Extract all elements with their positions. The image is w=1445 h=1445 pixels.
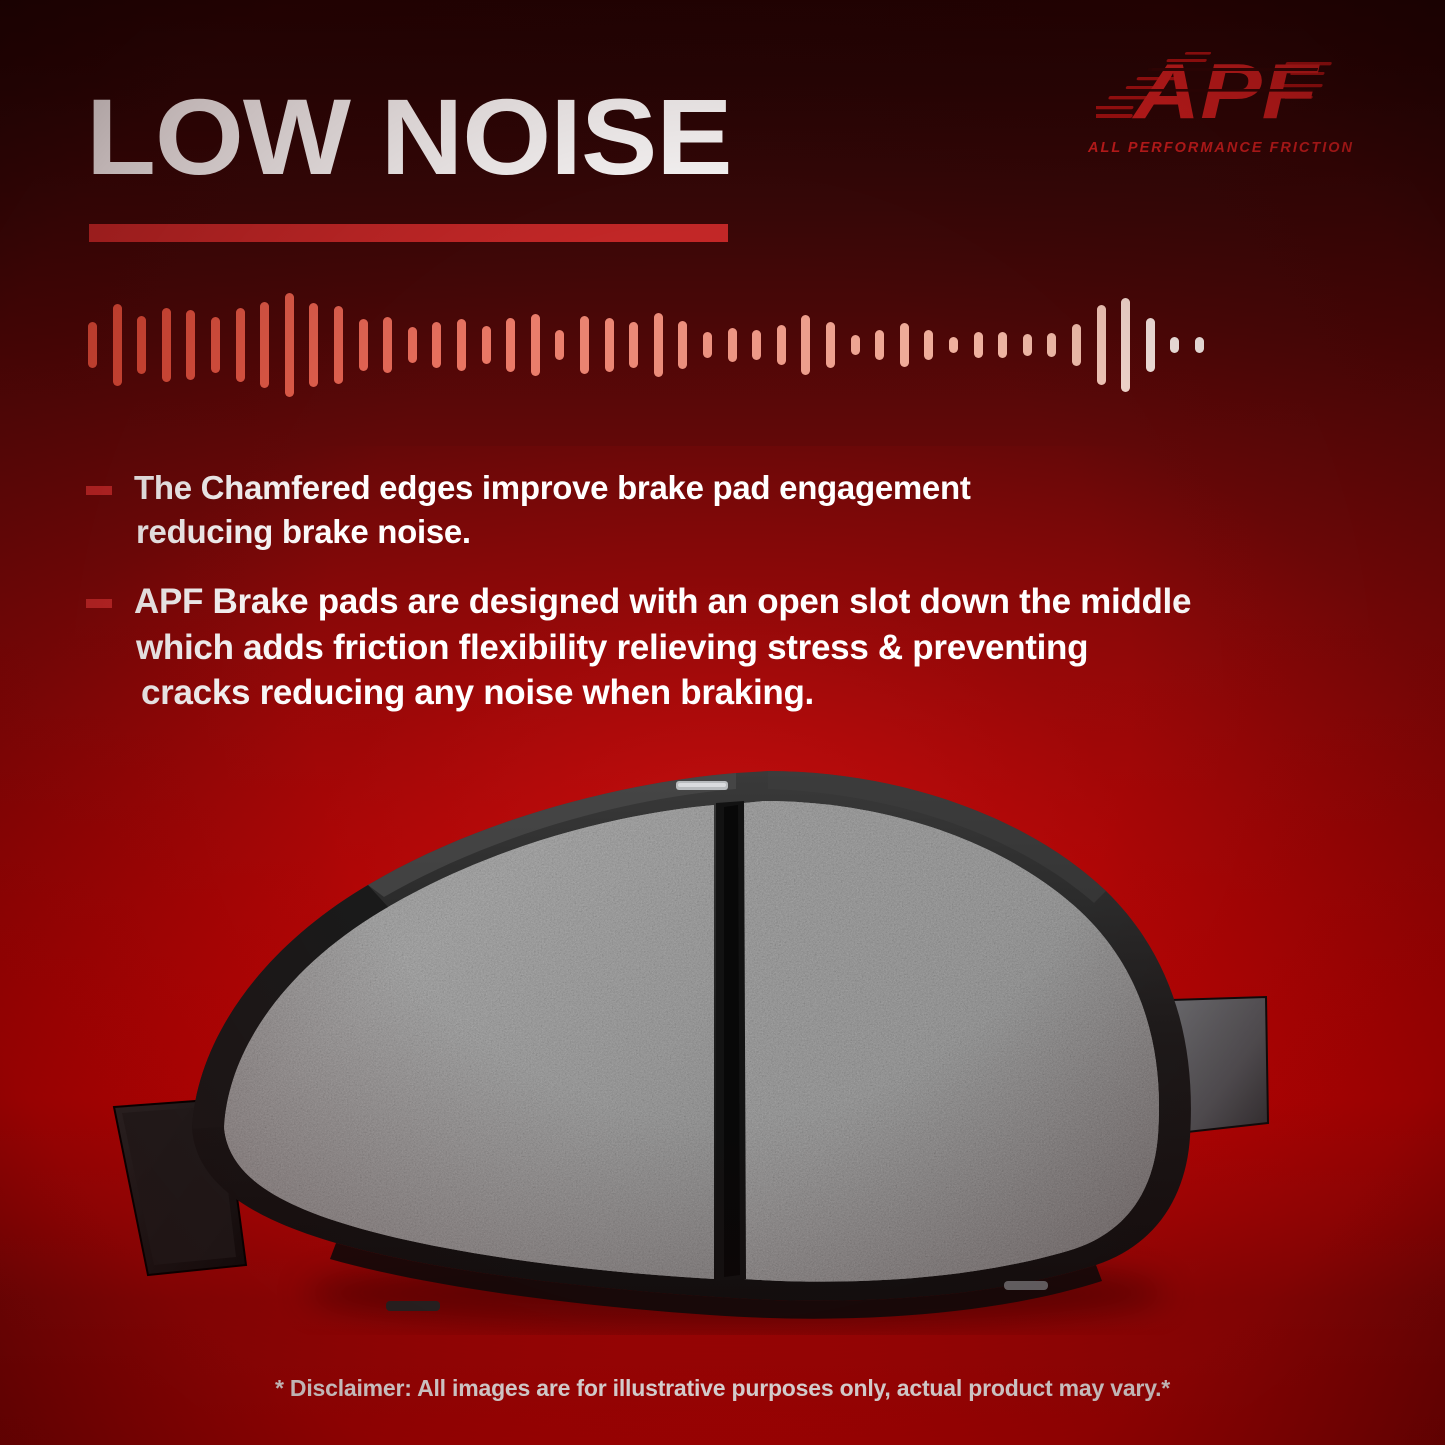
waveform-bar [506, 318, 516, 372]
waveform-bar [555, 330, 565, 360]
waveform-bar [850, 335, 860, 355]
waveform-bar [752, 330, 762, 360]
feature-text: The Chamfered edges improve brake pad en… [134, 466, 971, 553]
waveform-bar [186, 310, 196, 380]
waveform-bar [1121, 298, 1131, 392]
dash-bullet-icon [86, 599, 112, 609]
brand-tagline: ALL PERFORMANCE FRICTION [1087, 140, 1355, 156]
waveform-bar [260, 302, 270, 388]
waveform-bar [407, 327, 417, 363]
waveform-bar [973, 332, 983, 358]
dash-bullet-icon [86, 486, 112, 495]
title-underline-rule [89, 224, 728, 242]
waveform-bar [284, 293, 294, 397]
waveform-bar [383, 317, 393, 373]
waveform-bar [1170, 337, 1180, 353]
svg-text:APF: APF [1132, 49, 1320, 136]
waveform-bar [629, 322, 639, 368]
feature-line: APF Brake pads are designed with an open… [134, 582, 1192, 622]
waveform-bar [924, 330, 934, 360]
waveform-bar [530, 314, 540, 376]
waveform-bar [334, 306, 343, 384]
waveform-bar [481, 326, 491, 364]
waveform-bar [998, 332, 1008, 358]
waveform-bar [1047, 333, 1057, 357]
waveform-bar [703, 332, 712, 358]
waveform-bar [161, 308, 171, 382]
waveform-bar [112, 304, 122, 386]
list-item: The Chamfered edges improve brake pad en… [86, 466, 1376, 553]
waveform-bar [826, 322, 835, 368]
list-item: APF Brake pads are designed with an open… [86, 579, 1376, 716]
brake-pad-photo [96, 745, 1306, 1335]
waveform-bar [949, 337, 958, 353]
waveform-bar [580, 316, 589, 374]
waveform-bar [1096, 305, 1106, 385]
waveform-bar [604, 318, 614, 372]
waveform-bar [727, 328, 737, 362]
waveform-bar [235, 308, 245, 382]
waveform-bar [678, 321, 688, 369]
feature-line: which adds friction flexibility relievin… [136, 627, 1089, 667]
waveform-bar [211, 317, 220, 373]
apf-speed-logo-icon: APF [1071, 44, 1371, 136]
feature-text: APF Brake pads are designed with an open… [134, 579, 1191, 716]
feature-line: reducing brake noise. [136, 512, 471, 550]
waveform-bar [1195, 337, 1204, 353]
disclaimer-text: * Disclaimer: All images are for illustr… [274, 1375, 1171, 1401]
audio-waveform-icon [88, 293, 1228, 397]
waveform-bar [801, 315, 811, 375]
waveform-bar [776, 325, 786, 365]
feature-line: cracks reducing any noise when braking. [141, 673, 814, 713]
feature-line: The Chamfered edges improve brake pad en… [134, 469, 971, 506]
waveform-bar [88, 322, 97, 368]
waveform-bar [358, 319, 368, 371]
waveform-bar [432, 322, 442, 368]
feature-list: The Chamfered edges improve brake pad en… [86, 466, 1376, 742]
waveform-bar [457, 319, 466, 371]
waveform-bar [875, 330, 885, 360]
waveform-bar [899, 323, 909, 367]
page-title: LOW NOISE [86, 76, 733, 197]
brand-logo: APF ALL PERFORMANCE FRICTION [1071, 44, 1371, 156]
waveform-bar [653, 313, 663, 377]
waveform-bar [1145, 318, 1155, 372]
waveform-bar [1022, 334, 1032, 356]
waveform-bar [137, 316, 147, 374]
waveform-bar [309, 303, 319, 387]
waveform-bar [1072, 324, 1081, 366]
